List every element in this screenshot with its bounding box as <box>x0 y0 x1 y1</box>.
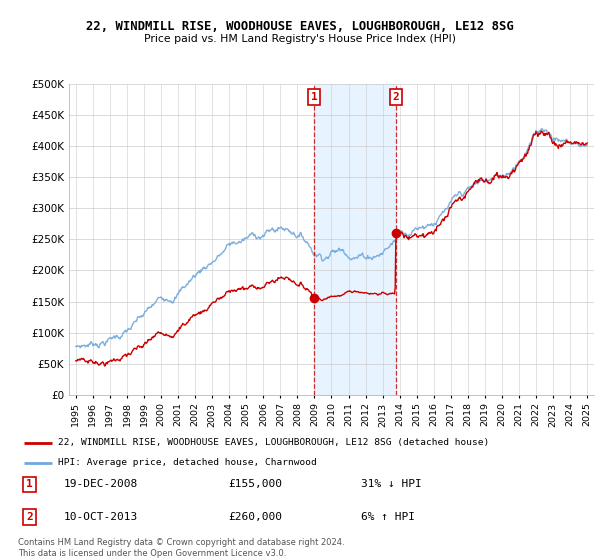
Text: 10-OCT-2013: 10-OCT-2013 <box>64 512 138 522</box>
Bar <box>314 84 396 395</box>
Text: 22, WINDMILL RISE, WOODHOUSE EAVES, LOUGHBOROUGH, LE12 8SG (detached house): 22, WINDMILL RISE, WOODHOUSE EAVES, LOUG… <box>58 438 490 447</box>
Text: £155,000: £155,000 <box>228 479 282 489</box>
Text: Contains HM Land Registry data © Crown copyright and database right 2024.: Contains HM Land Registry data © Crown c… <box>18 538 344 547</box>
Text: 2: 2 <box>392 92 400 102</box>
Text: 2: 2 <box>26 512 33 522</box>
Text: 19-DEC-2008: 19-DEC-2008 <box>64 479 138 489</box>
Text: 1: 1 <box>26 479 33 489</box>
Text: Price paid vs. HM Land Registry's House Price Index (HPI): Price paid vs. HM Land Registry's House … <box>144 34 456 44</box>
Text: 22, WINDMILL RISE, WOODHOUSE EAVES, LOUGHBOROUGH, LE12 8SG: 22, WINDMILL RISE, WOODHOUSE EAVES, LOUG… <box>86 20 514 32</box>
Text: £260,000: £260,000 <box>228 512 282 522</box>
Text: 1: 1 <box>311 92 317 102</box>
Text: This data is licensed under the Open Government Licence v3.0.: This data is licensed under the Open Gov… <box>18 549 286 558</box>
Text: 6% ↑ HPI: 6% ↑ HPI <box>361 512 415 522</box>
Text: HPI: Average price, detached house, Charnwood: HPI: Average price, detached house, Char… <box>58 458 317 467</box>
Text: 31% ↓ HPI: 31% ↓ HPI <box>361 479 421 489</box>
